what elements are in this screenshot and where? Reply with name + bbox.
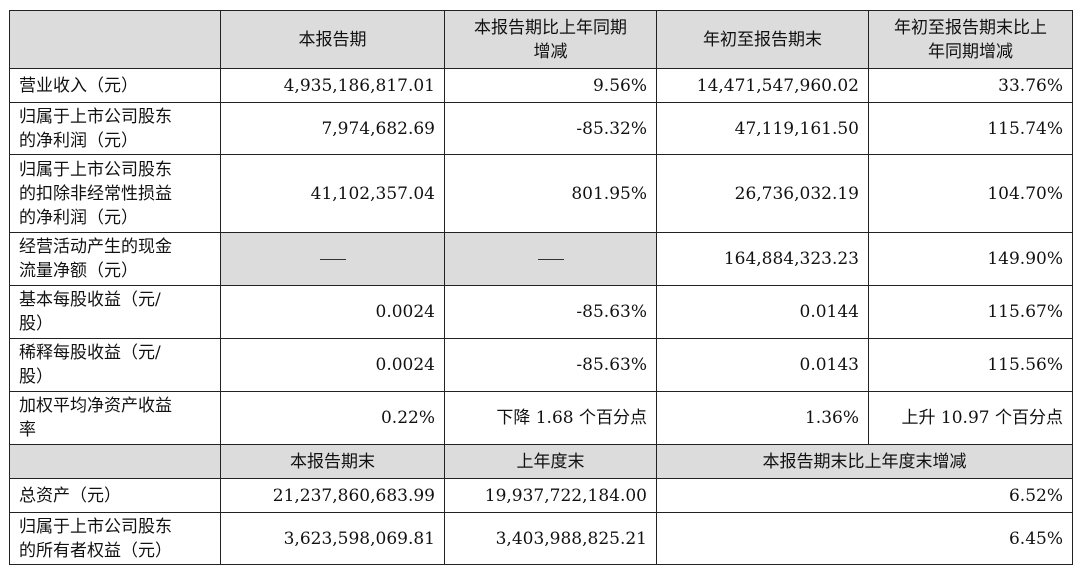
header-corner-cell — [9, 10, 221, 69]
cell-period-end: 21,237,860,683.99 — [220, 478, 445, 513]
table-row: 稀释每股收益（元/股） 0.0024 -85.63% 0.0143 115.56… — [9, 338, 1073, 392]
table-header-row: 本报告期 本报告期比上年同期 增减 年初至报告期末 年初至报告期末比上 年同期增减 — [9, 10, 1073, 69]
cell-ytd: 47,119,161.50 — [656, 102, 869, 155]
table-row: 归属于上市公司股东 的扣除非经常性损益 的净利润（元） 41,102,357.04 … — [9, 154, 1073, 233]
cell-current-period-yoy: 下降 1.68 个百分点 — [444, 391, 657, 445]
cell-current-period-yoy-empty — [444, 232, 657, 286]
cell-ytd-yoy: 149.90% — [868, 232, 1073, 286]
table-row: 加权平均净资产收益率 0.22% 下降 1.68 个百分点 1.36% 上升 1… — [9, 391, 1073, 445]
table-subheader-row: 本报告期末 上年度末 本报告期末比上年度末增减 — [9, 444, 1073, 479]
cell-current-period-empty — [220, 232, 445, 286]
table-row: 总资产（元） 21,237,860,683.99 19,937,722,184.… — [9, 478, 1073, 513]
subheader-corner-cell — [9, 444, 221, 479]
cell-ytd: 164,884,323.23 — [656, 232, 869, 286]
cell-ytd: 1.36% — [656, 391, 869, 445]
table-row: 营业收入（元） 4,935,186,817.01 9.56% 14,471,54… — [9, 68, 1073, 103]
row-label: 归属于上市公司股东 的扣除非经常性损益 的净利润（元） — [9, 154, 221, 233]
cell-change: 6.45% — [656, 512, 1073, 565]
subheader-cell-change: 本报告期末比上年度末增减 — [656, 444, 1073, 479]
cell-ytd: 26,736,032.19 — [656, 154, 869, 233]
header-cell-ytd: 年初至报告期末 — [656, 10, 869, 69]
row-label: 稀释每股收益（元/股） — [9, 338, 221, 392]
cell-current-period: 0.0024 — [220, 338, 445, 392]
cell-ytd-yoy: 115.56% — [868, 338, 1073, 392]
row-label: 基本每股收益（元/股） — [9, 285, 221, 339]
table-row: 归属于上市公司股东 的净利润（元） 7,974,682.69 -85.32% 47… — [9, 102, 1073, 155]
table-row: 经营活动产生的现金 流量净额（元） 164,884,323.23 149.90% — [9, 232, 1073, 286]
row-label: 加权平均净资产收益率 — [9, 391, 221, 445]
dash-mark — [319, 259, 346, 260]
table-row: 归属于上市公司股东 的所有者权益（元） 3,623,598,069.81 3,40… — [9, 512, 1073, 565]
row-label: 经营活动产生的现金 流量净额（元） — [9, 232, 221, 286]
cell-current-period-yoy: -85.63% — [444, 285, 657, 339]
cell-ytd-yoy: 上升 10.97 个百分点 — [868, 391, 1073, 445]
row-label: 归属于上市公司股东 的净利润（元） — [9, 102, 221, 155]
financial-data-table: 本报告期 本报告期比上年同期 增减 年初至报告期末 年初至报告期末比上 年同期增减 … — [9, 10, 1073, 565]
subheader-cell-last-year-end: 上年度末 — [444, 444, 657, 479]
row-label: 归属于上市公司股东 的所有者权益（元） — [9, 512, 221, 565]
cell-ytd: 14,471,547,960.02 — [656, 68, 869, 103]
header-cell-current-period-yoy: 本报告期比上年同期 增减 — [444, 10, 657, 69]
table-row: 基本每股收益（元/股） 0.0024 -85.63% 0.0144 115.67… — [9, 285, 1073, 339]
cell-ytd-yoy: 115.74% — [868, 102, 1073, 155]
cell-current-period: 41,102,357.04 — [220, 154, 445, 233]
header-cell-ytd-yoy: 年初至报告期末比上 年同期增减 — [868, 10, 1073, 69]
cell-ytd: 0.0143 — [656, 338, 869, 392]
cell-change: 6.52% — [656, 478, 1073, 513]
cell-period-end: 3,623,598,069.81 — [220, 512, 445, 565]
cell-ytd: 0.0144 — [656, 285, 869, 339]
cell-current-period-yoy: -85.63% — [444, 338, 657, 392]
row-label: 总资产（元） — [9, 478, 221, 513]
row-label: 营业收入（元） — [9, 68, 221, 103]
cell-current-period-yoy: 801.95% — [444, 154, 657, 233]
cell-current-period-yoy: 9.56% — [444, 68, 657, 103]
header-cell-current-period: 本报告期 — [220, 10, 445, 69]
cell-ytd-yoy: 104.70% — [868, 154, 1073, 233]
cell-current-period: 0.22% — [220, 391, 445, 445]
subheader-cell-period-end: 本报告期末 — [220, 444, 445, 479]
cell-current-period: 0.0024 — [220, 285, 445, 339]
cell-current-period: 4,935,186,817.01 — [220, 68, 445, 103]
cell-ytd-yoy: 115.67% — [868, 285, 1073, 339]
cell-last-year-end: 19,937,722,184.00 — [444, 478, 657, 513]
cell-last-year-end: 3,403,988,825.21 — [444, 512, 657, 565]
dash-mark — [537, 259, 564, 260]
cell-current-period: 7,974,682.69 — [220, 102, 445, 155]
cell-ytd-yoy: 33.76% — [868, 68, 1073, 103]
cell-current-period-yoy: -85.32% — [444, 102, 657, 155]
